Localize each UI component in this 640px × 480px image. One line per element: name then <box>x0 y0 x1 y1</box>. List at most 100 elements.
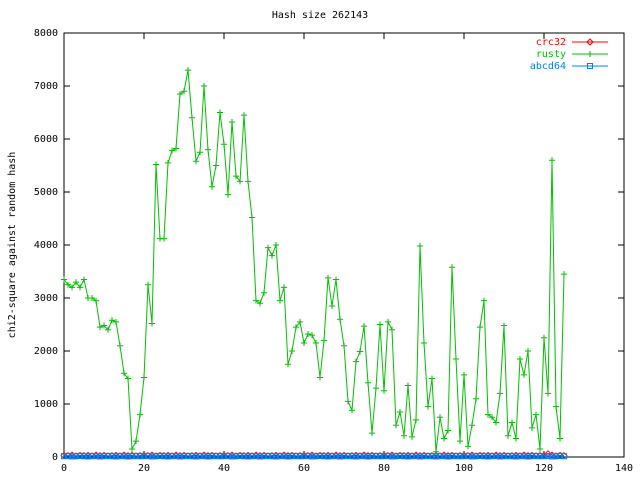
point <box>477 324 483 331</box>
series-line <box>63 70 565 452</box>
point <box>433 453 439 460</box>
point <box>449 453 455 460</box>
point <box>485 453 491 460</box>
point <box>209 183 215 190</box>
point <box>369 430 375 437</box>
point <box>81 276 87 283</box>
point <box>421 340 427 347</box>
point <box>517 355 523 362</box>
point <box>497 453 503 460</box>
legend-label: crc32 <box>536 37 566 48</box>
point <box>509 453 515 460</box>
point <box>137 453 143 460</box>
point <box>353 358 359 365</box>
point <box>413 416 419 423</box>
point <box>153 453 159 460</box>
point <box>525 348 531 354</box>
point <box>261 453 267 460</box>
point <box>245 178 251 185</box>
point <box>237 178 243 185</box>
point <box>61 453 67 460</box>
point <box>109 453 115 460</box>
point <box>425 452 431 459</box>
point <box>313 340 319 347</box>
point <box>193 158 199 165</box>
point <box>481 297 487 304</box>
point <box>249 214 255 221</box>
point <box>505 432 511 439</box>
x-tick-label: 140 <box>615 463 633 474</box>
point <box>485 411 491 418</box>
point <box>101 453 107 460</box>
point <box>521 453 527 460</box>
point <box>209 453 215 460</box>
point <box>269 252 275 259</box>
point <box>473 395 479 402</box>
point <box>533 452 539 459</box>
point <box>173 453 179 460</box>
point <box>253 297 259 304</box>
point <box>561 453 567 460</box>
point <box>217 109 223 116</box>
point <box>93 297 99 304</box>
point <box>544 450 552 458</box>
point <box>133 438 139 445</box>
point <box>341 453 347 460</box>
y-tick-label: 6000 <box>34 134 58 145</box>
point <box>429 375 435 382</box>
point <box>257 300 263 307</box>
point <box>153 161 159 168</box>
point <box>269 453 275 460</box>
point <box>437 414 443 421</box>
point <box>165 453 171 460</box>
y-tick-label: 1000 <box>34 399 58 410</box>
point <box>89 295 95 301</box>
legend-marker <box>586 38 594 46</box>
point <box>545 390 551 397</box>
point <box>397 408 403 415</box>
point <box>297 318 303 325</box>
point <box>405 453 411 460</box>
point <box>357 452 363 459</box>
point <box>141 374 147 381</box>
point <box>489 414 495 421</box>
point <box>265 244 271 251</box>
point <box>69 453 75 460</box>
point <box>93 453 99 460</box>
point <box>341 342 347 349</box>
point <box>425 403 431 410</box>
point <box>321 337 327 344</box>
point <box>417 243 423 250</box>
point <box>249 452 255 459</box>
point <box>165 159 171 166</box>
point <box>381 453 387 460</box>
point <box>337 453 343 460</box>
point <box>185 452 191 459</box>
x-tick-label: 0 <box>61 463 67 474</box>
point <box>397 452 403 459</box>
x-tick-label: 60 <box>298 463 310 474</box>
point <box>553 403 559 410</box>
point <box>121 370 127 377</box>
point <box>513 435 519 442</box>
point <box>493 419 499 426</box>
point <box>353 453 359 460</box>
point <box>537 453 543 460</box>
point <box>393 453 399 460</box>
y-tick-label: 4000 <box>34 240 58 251</box>
point <box>69 284 75 291</box>
point <box>529 453 535 460</box>
point <box>449 264 455 271</box>
point <box>377 453 383 460</box>
point <box>549 453 555 460</box>
point <box>337 316 343 323</box>
legend-label: rusty <box>536 49 566 60</box>
point <box>265 452 271 459</box>
point <box>89 452 95 459</box>
point <box>329 302 335 309</box>
point <box>349 407 355 414</box>
point <box>133 452 139 459</box>
point <box>289 348 295 354</box>
point <box>309 453 315 460</box>
point <box>261 289 267 296</box>
